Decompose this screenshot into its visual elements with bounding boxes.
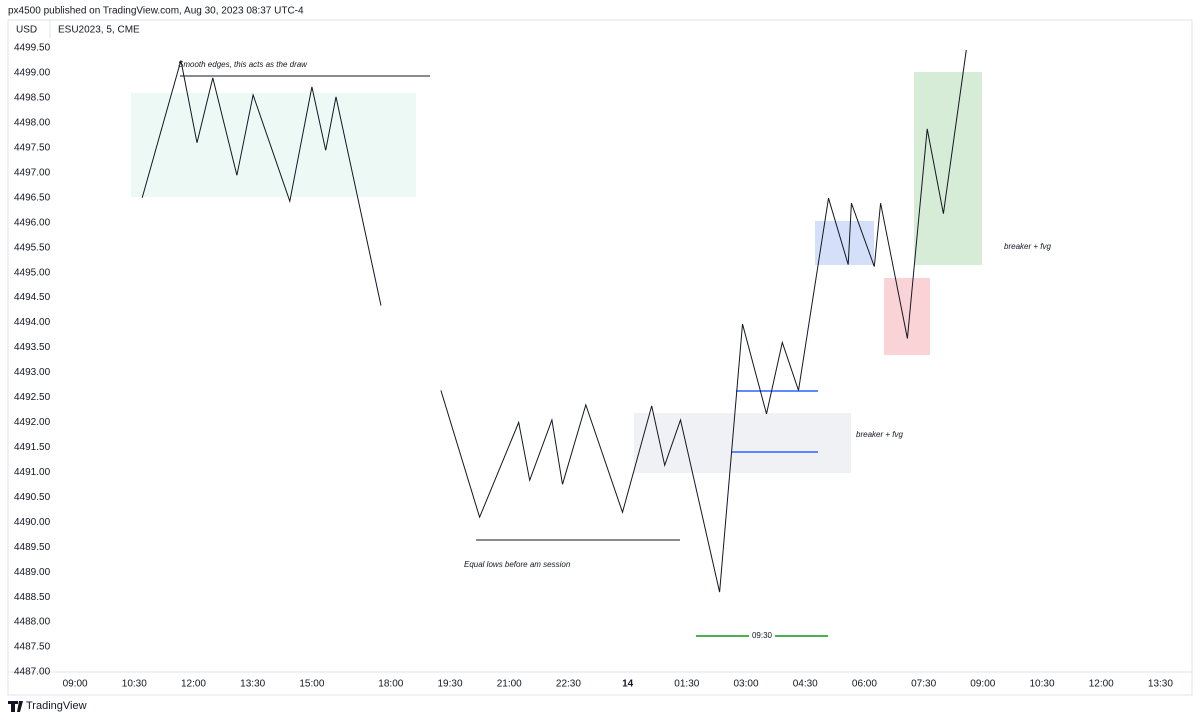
y-tick-label: 4495.50 (14, 242, 51, 253)
zone (634, 413, 851, 473)
y-tick-label: 4498.50 (14, 93, 51, 104)
y-tick-label: 4497.50 (14, 142, 51, 153)
y-tick-label: 4490.50 (14, 492, 51, 503)
publisher: px4500 published on TradingView.com, Aug… (8, 6, 304, 17)
zone (815, 221, 874, 265)
price-line (141, 49, 967, 593)
x-tick-label: 04:30 (793, 679, 818, 690)
symbol: ESU2023, 5, CME (58, 25, 140, 36)
y-tick-label: 4493.50 (14, 342, 51, 353)
annotation: breaker + fvg (1004, 242, 1051, 251)
y-tick-label: 4491.50 (14, 442, 51, 453)
annotation: 09:30 (752, 631, 773, 640)
x-tick-label: 09:00 (970, 679, 995, 690)
x-tick-label: 12:00 (181, 679, 206, 690)
x-tick-label: 06:00 (852, 679, 877, 690)
annotation: Smooth edges, this acts as the draw (178, 60, 308, 69)
x-tick-label: 13:30 (240, 679, 265, 690)
x-tick-label: 03:00 (734, 679, 759, 690)
x-tick-label: 14 (622, 679, 634, 690)
y-tick-label: 4498.00 (14, 118, 51, 129)
zone (914, 72, 982, 265)
x-tick-label: 18:00 (378, 679, 403, 690)
x-tick-label: 10:30 (1030, 679, 1055, 690)
x-tick-label: 10:30 (122, 679, 147, 690)
x-tick-label: 21:00 (497, 679, 522, 690)
zone (131, 93, 416, 197)
y-tick-label: 4487.00 (14, 667, 51, 678)
annotation: breaker + fvg (856, 430, 903, 439)
annotation: Equal lows before am session (464, 560, 571, 569)
y-tick-label: 4489.00 (14, 567, 51, 578)
y-tick-label: 4492.50 (14, 392, 51, 403)
y-tick-label: 4495.00 (14, 267, 51, 278)
y-tick-label: 4497.00 (14, 167, 51, 178)
y-tick-label: 4488.00 (14, 617, 51, 628)
y-tick-label: 4492.00 (14, 417, 51, 428)
x-tick-label: 22:30 (556, 679, 581, 690)
y-tick-label: 4488.50 (14, 592, 51, 603)
y-tick-label: 4487.50 (14, 642, 51, 653)
y-tick-label: 4496.50 (14, 192, 51, 203)
y-tick-label: 4494.50 (14, 292, 51, 303)
zone (884, 278, 930, 355)
frame (7, 19, 1193, 696)
x-tick-label: 13:30 (1148, 679, 1173, 690)
x-tick-label: 09:00 (63, 679, 88, 690)
x-tick-label: 07:30 (911, 679, 936, 690)
logo (8, 701, 23, 712)
x-tick-label: 15:00 (299, 679, 324, 690)
y-tick-label: 4493.00 (14, 367, 51, 378)
x-tick-label: 19:30 (438, 679, 463, 690)
y-tick-label: 4494.00 (14, 317, 51, 328)
y-tick-label: 4490.00 (14, 517, 51, 528)
y-tick-label: 4489.50 (14, 542, 51, 553)
x-tick-label: 12:00 (1089, 679, 1114, 690)
brand: TradingView (26, 700, 87, 712)
currency: USD (16, 25, 37, 36)
y-tick-label: 4499.50 (14, 43, 51, 54)
y-tick-label: 4499.00 (14, 68, 51, 79)
y-tick-label: 4496.00 (14, 217, 51, 228)
y-tick-label: 4491.00 (14, 467, 51, 478)
x-tick-label: 01:30 (674, 679, 699, 690)
